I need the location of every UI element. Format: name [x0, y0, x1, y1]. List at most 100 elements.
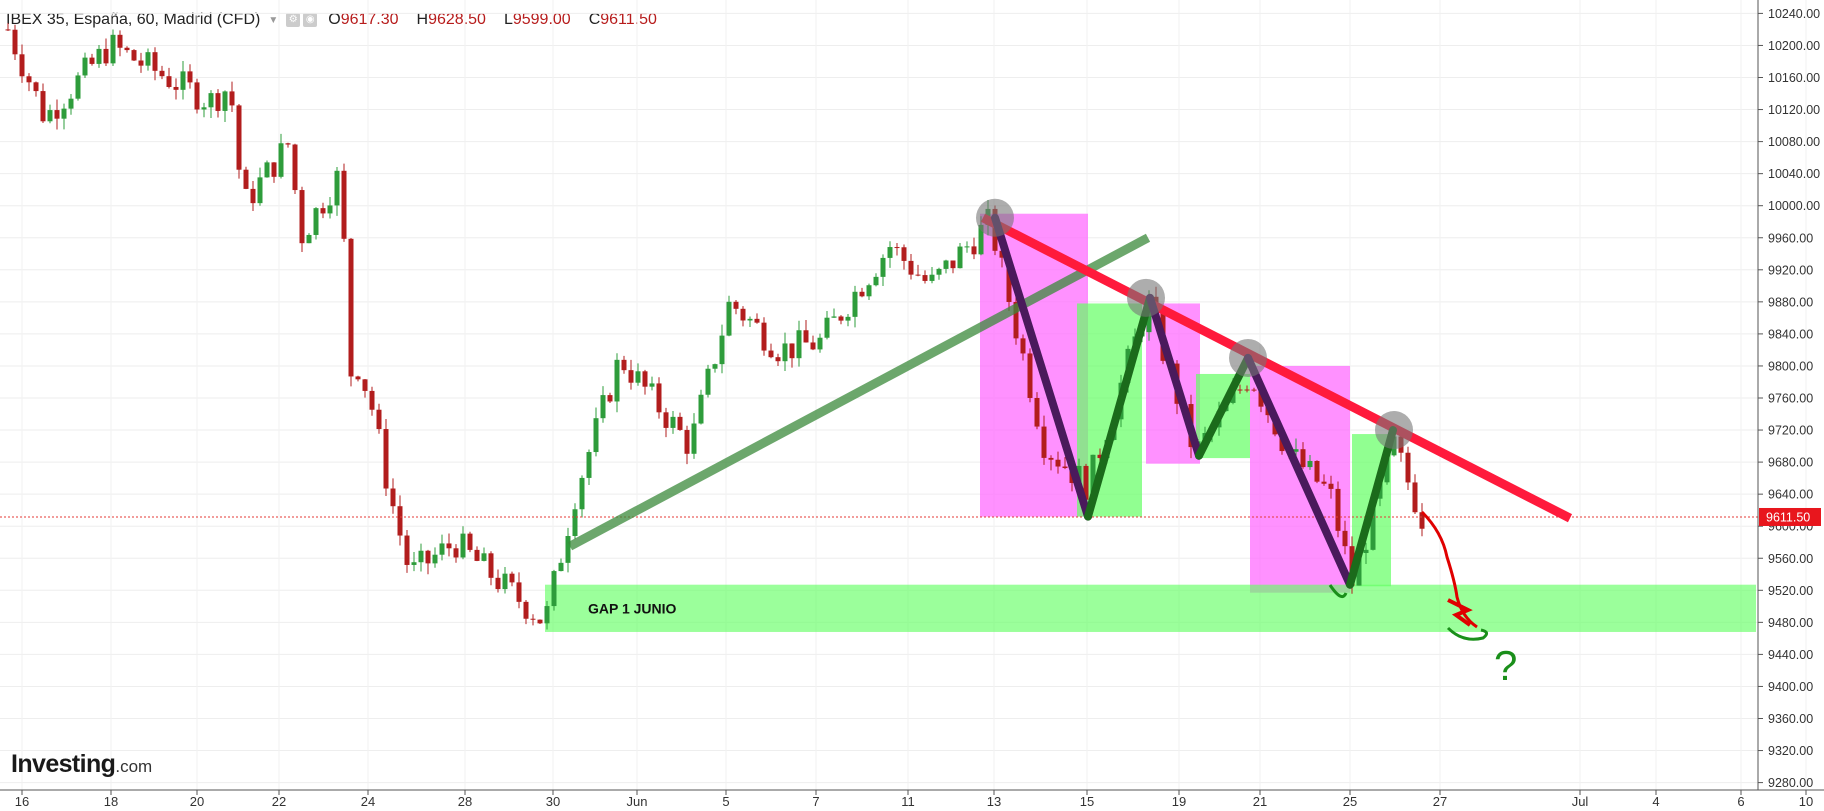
candle-up: [796, 330, 802, 359]
candle-down: [1314, 460, 1320, 482]
x-tick-label: 27: [1433, 794, 1447, 809]
candle-down: [810, 342, 816, 350]
candle-down: [530, 618, 536, 620]
candle-down: [789, 343, 795, 359]
y-tick-label: 9480.00: [1768, 616, 1813, 630]
candle-down: [425, 550, 431, 564]
candle-down: [950, 260, 956, 269]
y-tick-label: 10120.00: [1768, 103, 1820, 117]
candle-down: [138, 60, 144, 66]
candle-down: [859, 291, 865, 297]
y-tick-label: 9920.00: [1768, 263, 1813, 277]
x-tick-label: 18: [104, 794, 118, 809]
candle-up: [600, 395, 606, 419]
candle-up: [439, 543, 445, 555]
pivot-marker: [1229, 338, 1267, 377]
x-tick-label: 22: [272, 794, 286, 809]
candle-down: [390, 488, 396, 507]
candle-down: [999, 250, 1005, 258]
ohlc-close-value: 9611.50: [600, 11, 657, 28]
ohlc-open-value: 9617.30: [340, 11, 399, 28]
candle-down: [19, 54, 25, 77]
candle-up: [712, 364, 718, 369]
candle-down: [5, 29, 11, 31]
candle-up: [145, 52, 151, 66]
candle-up: [1370, 498, 1376, 550]
candle-down: [628, 370, 634, 383]
candle-up: [586, 452, 592, 478]
candle-down: [1055, 459, 1061, 467]
candle-up: [964, 246, 970, 248]
candle-down: [621, 359, 627, 371]
candle-down: [803, 330, 809, 343]
y-tick-label: 9880.00: [1768, 295, 1813, 309]
candle-up: [481, 553, 487, 561]
zigzag-up-leg: [1084, 293, 1154, 521]
candle-down: [341, 170, 347, 239]
candle-down: [488, 553, 494, 578]
handdrawn-check: [1328, 584, 1348, 599]
candle-up: [110, 34, 116, 64]
candle-down: [299, 190, 305, 244]
candle-up: [873, 276, 879, 286]
candle-down: [250, 188, 256, 204]
drawing-overlays: ?: [0, 198, 1758, 689]
candle-down: [901, 247, 907, 261]
candle-up: [614, 359, 620, 402]
candle-up: [866, 285, 872, 297]
y-tick-label: 9960.00: [1768, 231, 1813, 245]
candle-down: [271, 162, 277, 177]
x-tick-label: 4: [1652, 794, 1659, 809]
ohlc-low-key: L: [503, 11, 513, 28]
candle-down: [33, 82, 39, 92]
candle-up: [929, 274, 935, 281]
candle-down: [285, 143, 291, 145]
candle-down: [187, 71, 193, 83]
gap-label: GAP 1 JUNIO: [588, 600, 677, 616]
candle-down: [537, 619, 543, 624]
candle-up: [817, 337, 823, 350]
ohlc-high: H9628.50: [417, 11, 486, 29]
candle-up: [1293, 449, 1299, 452]
candle-up: [831, 316, 837, 318]
y-tick-label: 9560.00: [1768, 552, 1813, 566]
candle-up: [432, 554, 438, 564]
brand-logo-main: Investing: [11, 750, 116, 778]
candle-down: [1244, 389, 1250, 391]
candle-down: [1097, 454, 1103, 459]
pivot-marker: [1127, 278, 1165, 317]
candle-down: [376, 409, 382, 430]
candle-down: [761, 322, 767, 351]
ohlc-high-key: H: [416, 11, 429, 28]
candle-up: [313, 208, 319, 235]
candle-down: [236, 105, 242, 170]
candle-down: [768, 350, 774, 358]
indicator-icon[interactable]: ◉: [303, 13, 318, 27]
x-tick-label: 6: [1737, 794, 1744, 809]
candle-down: [369, 390, 375, 410]
grid: [0, 0, 1807, 790]
y-tick-label: 10080.00: [1768, 135, 1820, 149]
x-tick-label: 21: [1253, 794, 1267, 809]
x-tick-label: 7: [812, 794, 819, 809]
candle-up: [978, 224, 984, 255]
chevron-down-icon[interactable]: ▼: [268, 14, 279, 26]
candle-down: [656, 383, 662, 413]
candle-down: [740, 308, 746, 321]
handdrawn-arrow-head: [1447, 598, 1473, 627]
candle-down: [117, 34, 123, 48]
candle-down: [1412, 482, 1418, 513]
y-tick-label: 9520.00: [1768, 584, 1813, 598]
settings-icon[interactable]: ⚙: [286, 13, 301, 27]
x-tick-label: 10: [1799, 794, 1813, 809]
candle-up: [278, 143, 284, 177]
candle-down: [243, 169, 249, 189]
candle-down: [355, 376, 361, 380]
candle-down: [292, 144, 298, 191]
x-tick-label: 11: [901, 794, 915, 809]
x-tick-label: 15: [1080, 794, 1094, 809]
candle-down: [166, 76, 172, 87]
candle-up: [887, 247, 893, 258]
